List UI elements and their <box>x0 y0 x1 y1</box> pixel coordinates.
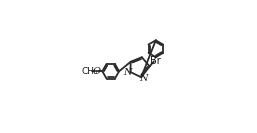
Text: CH₃: CH₃ <box>81 67 98 76</box>
Text: Br: Br <box>150 56 161 66</box>
Text: N: N <box>123 68 132 77</box>
Text: O: O <box>92 67 100 76</box>
Text: N: N <box>140 74 148 83</box>
